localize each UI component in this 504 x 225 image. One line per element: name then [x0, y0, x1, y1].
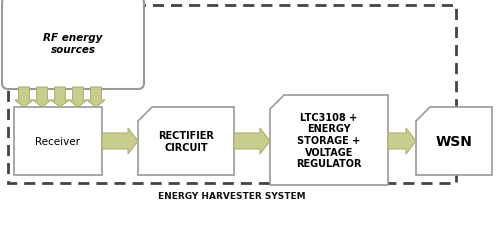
- Polygon shape: [234, 128, 270, 154]
- Polygon shape: [416, 108, 492, 175]
- Bar: [8, 6, 456, 183]
- Text: WSN: WSN: [435, 134, 472, 148]
- Text: ENERGY HARVESTER SYSTEM: ENERGY HARVESTER SYSTEM: [158, 191, 306, 200]
- Polygon shape: [270, 96, 388, 185]
- Bar: [14, 108, 102, 175]
- Polygon shape: [87, 88, 105, 108]
- Polygon shape: [33, 88, 51, 108]
- Polygon shape: [69, 88, 87, 108]
- Polygon shape: [388, 128, 416, 154]
- Polygon shape: [51, 88, 69, 108]
- Text: RF energy
sources: RF energy sources: [43, 33, 103, 54]
- Text: LTC3108 +
ENERGY
STORAGE +
VOLTAGE
REGULATOR: LTC3108 + ENERGY STORAGE + VOLTAGE REGUL…: [296, 112, 362, 169]
- FancyBboxPatch shape: [2, 0, 144, 90]
- Polygon shape: [102, 128, 138, 154]
- Text: Receiver: Receiver: [35, 136, 81, 146]
- Polygon shape: [138, 108, 234, 175]
- Text: RECTIFIER
CIRCUIT: RECTIFIER CIRCUIT: [158, 131, 214, 152]
- Polygon shape: [15, 88, 33, 108]
